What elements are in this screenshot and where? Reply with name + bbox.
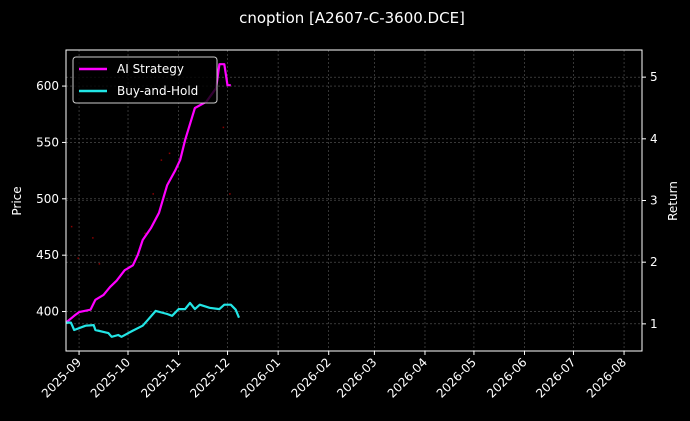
- price-point: [144, 232, 146, 235]
- right-tick-label: 5: [650, 70, 658, 84]
- legend-label-ai-strategy: AI Strategy: [117, 62, 184, 76]
- legend-label-buy-and-hold: Buy-and-Hold: [117, 84, 198, 98]
- left-tick-label: 500: [36, 192, 59, 206]
- legend: AI Strategy Buy-and-Hold: [72, 56, 218, 104]
- price-point: [229, 193, 231, 195]
- chart-title: cnoption [A2607-C-3600.DCE]: [239, 9, 465, 27]
- right-tick-label: 1: [650, 317, 658, 331]
- series-line-buy-and-hold: [66, 301, 241, 338]
- price-point: [98, 263, 101, 265]
- left-tick-label: 600: [36, 79, 59, 93]
- price-point: [77, 257, 79, 259]
- right-tick-label: 4: [650, 132, 658, 146]
- left-axis-label: Price: [10, 186, 24, 215]
- right-tick-label: 3: [650, 194, 658, 208]
- price-point: [168, 152, 171, 155]
- right-axis-label: Return: [666, 181, 680, 221]
- right-y-axis: 1 2 3 4 5: [642, 70, 658, 331]
- price-point: [70, 225, 73, 228]
- legend-box: [72, 56, 218, 104]
- right-tick-label: 2: [650, 255, 658, 269]
- price-point: [152, 193, 154, 195]
- left-tick-label: 400: [36, 305, 59, 319]
- price-point: [222, 126, 225, 129]
- left-tick-label: 450: [36, 248, 59, 262]
- left-tick-label: 550: [36, 135, 59, 149]
- left-y-axis: 400 450 500 550 600: [36, 79, 66, 319]
- price-point: [92, 237, 94, 239]
- price-point: [160, 159, 163, 161]
